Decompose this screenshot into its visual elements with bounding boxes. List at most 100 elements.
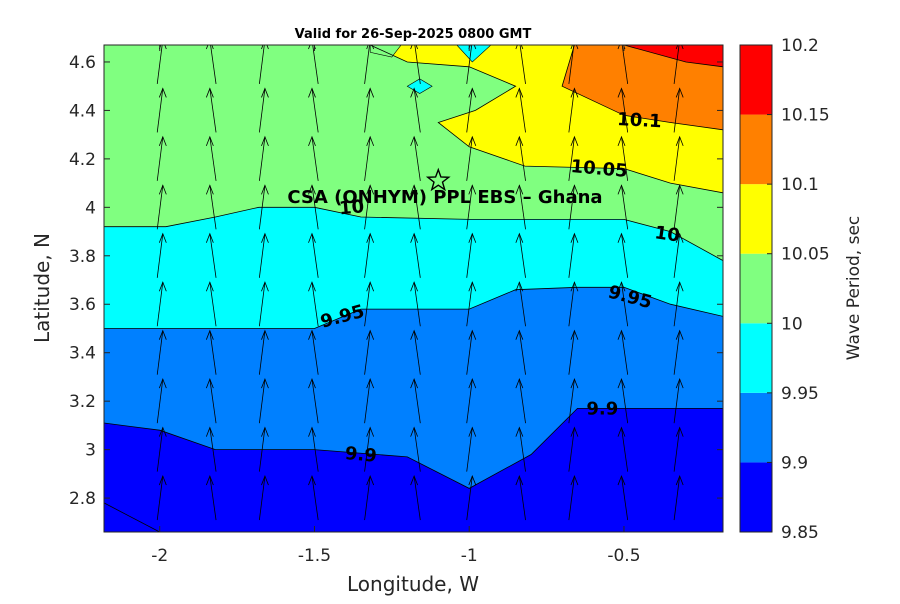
vector-arrow: [156, 378, 167, 424]
vector-arrow: [515, 45, 526, 85]
vector-arrow: [258, 378, 269, 424]
vector-arrow: [410, 474, 421, 521]
arrow-shaft: [209, 233, 217, 278]
arrow-head: [617, 378, 626, 389]
vector-arrow: [364, 184, 375, 230]
x-tick-label: -2: [151, 546, 168, 566]
arrow-head: [410, 184, 418, 195]
arrow-head: [570, 474, 579, 486]
contour-line-10.05: [370, 45, 723, 194]
vector-arrow: [258, 232, 269, 278]
arrow-shaft: [156, 136, 164, 181]
arrow-head: [570, 184, 579, 195]
arrow-head: [261, 135, 269, 147]
y-tick-label: 4.2: [69, 150, 96, 170]
vector-arrow: [258, 135, 269, 181]
arrow-head: [515, 45, 524, 50]
arrow-shaft: [311, 282, 319, 327]
arrow-head: [570, 378, 579, 389]
arrow-shaft: [364, 88, 371, 133]
x-axis-ticks: -2 -1.5 -1 -0.5: [151, 45, 641, 566]
arrow-shaft: [568, 233, 575, 278]
arrow-shaft: [466, 88, 473, 133]
vector-arrow: [258, 281, 269, 327]
arrow-shaft: [209, 88, 217, 133]
y-tick-label: 4.4: [69, 101, 96, 121]
contour-label: 10: [338, 196, 365, 219]
arrow-head: [158, 329, 167, 340]
arrow-shaft: [673, 136, 681, 181]
arrow-head: [158, 232, 167, 243]
colorbar-swatch: [740, 45, 772, 115]
arrow-shaft: [311, 330, 319, 375]
vector-arrow: [466, 45, 477, 85]
vector-arrow: [466, 281, 477, 327]
arrow-head: [261, 281, 269, 292]
arrow-shaft: [258, 136, 266, 181]
colorbar-tick-label: 10: [781, 314, 803, 334]
arrow-shaft: [518, 88, 526, 133]
arrow-shaft: [518, 379, 526, 424]
y-tick-label: 3.8: [69, 247, 96, 267]
arrow-head: [515, 329, 524, 340]
arrow-shaft: [518, 185, 526, 230]
vector-arrow: [156, 281, 167, 327]
arrow-head: [675, 87, 684, 98]
vector-arrow: [568, 135, 579, 181]
arrow-head: [308, 281, 316, 292]
arrow-head: [158, 184, 167, 195]
arrow-shaft: [258, 476, 266, 521]
arrow-head: [617, 232, 626, 243]
band-fill-10.1: [562, 45, 723, 130]
arrow-shaft: [518, 233, 526, 278]
vector-arrow: [205, 232, 217, 278]
arrow-shaft: [156, 379, 164, 424]
vector-arrow: [258, 184, 269, 230]
vector-arrow: [617, 232, 629, 278]
y-tick-label: 4: [85, 198, 96, 218]
vector-arrow: [673, 87, 684, 133]
arrow-shaft: [466, 282, 473, 327]
arrow-shaft: [568, 45, 575, 85]
contour-line-10: [104, 206, 723, 261]
vector-arrow: [258, 426, 269, 472]
colorbar-swatch: [740, 114, 772, 185]
vector-arrow: [466, 329, 477, 375]
arrow-head: [205, 426, 214, 437]
arrow-shaft: [364, 379, 371, 424]
arrow-head: [515, 87, 524, 98]
contour-line-10.15: [623, 45, 723, 68]
colorbar-tick-label: 10.15: [781, 106, 830, 126]
arrow-shaft: [364, 330, 371, 375]
vector-arrow: [617, 474, 629, 521]
arrow-head: [158, 474, 167, 486]
arrow-shaft: [673, 330, 681, 375]
x-axis-label: Longitude, W: [347, 572, 479, 596]
arrow-head: [261, 329, 269, 340]
arrow-head: [675, 281, 684, 292]
vector-arrow: [410, 184, 421, 230]
arrow-shaft: [621, 45, 629, 85]
arrow-shaft: [209, 136, 217, 181]
arrow-shaft: [258, 45, 265, 85]
x-tick-label: -1: [461, 546, 478, 566]
vector-arrow: [466, 426, 477, 472]
arrow-shaft: [568, 136, 575, 181]
arrow-shaft: [210, 45, 217, 85]
arrow-head: [468, 232, 477, 243]
arrow-shaft: [568, 88, 575, 133]
vector-arrow: [617, 378, 629, 424]
vector-arrow: [568, 87, 579, 133]
arrow-head: [617, 329, 626, 340]
colorbar-ticks: 9.85 9.9 9.95 10 10.05 10.1 10.15 10.2: [767, 36, 830, 543]
arrow-shaft: [364, 45, 370, 85]
arrow-shaft: [673, 476, 681, 521]
vector-arrow: [568, 426, 579, 472]
arrow-shaft: [621, 427, 629, 472]
arrow-head: [410, 426, 418, 437]
arrow-shaft: [466, 330, 473, 375]
arrow-head: [515, 232, 524, 243]
arrow-shaft: [413, 427, 421, 472]
contour-label: 9.9: [586, 398, 618, 419]
